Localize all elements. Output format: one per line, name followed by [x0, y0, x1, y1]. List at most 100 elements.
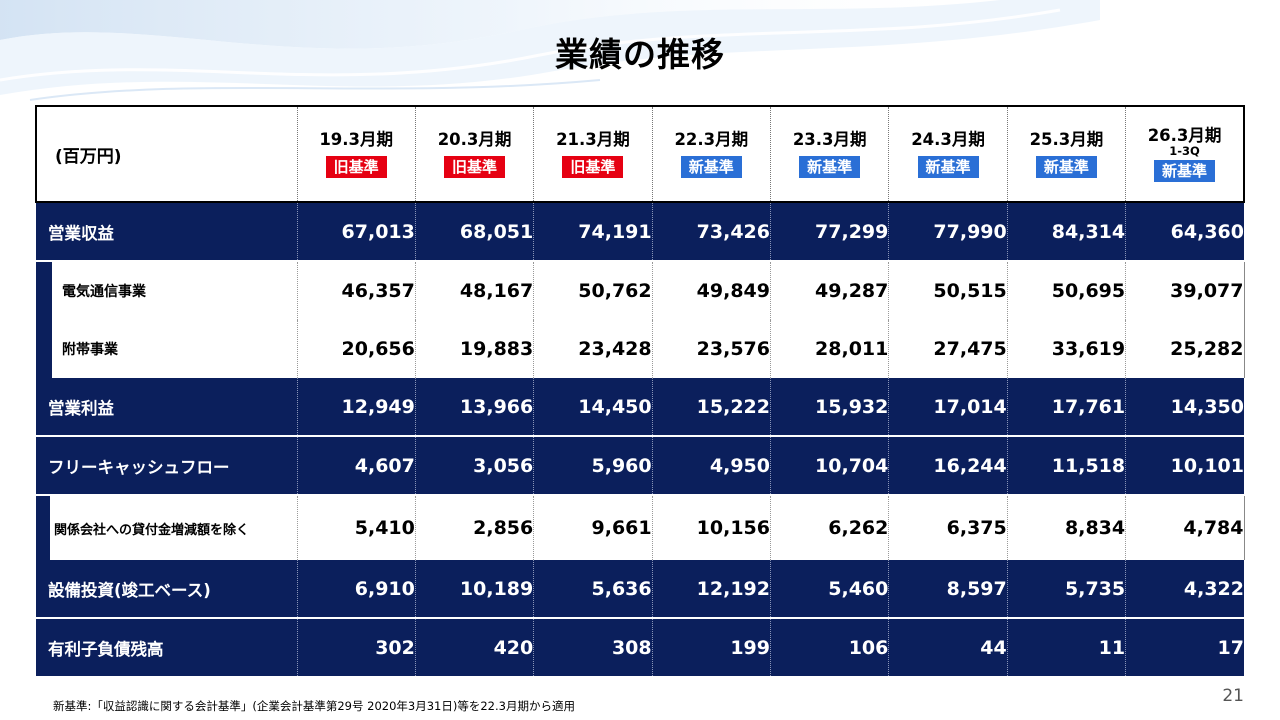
value-cell: 23,428	[533, 320, 653, 378]
value-cell: 13,966	[414, 378, 534, 437]
value-cell: 12,949	[296, 378, 416, 437]
value-cell: 73,426	[651, 202, 771, 262]
value-cell: 5,410	[296, 495, 416, 560]
value-cell: 68,051	[414, 202, 534, 262]
period-label: 22.3月期	[674, 130, 749, 149]
value-cell: 8,834	[1006, 495, 1126, 560]
value-cell: 4,784	[1125, 495, 1245, 560]
value-cell: 6,262	[769, 495, 889, 560]
value-cell: 5,460	[769, 560, 889, 619]
value-cell: 17,014	[888, 378, 1008, 437]
table-row: 設備投資(竣工ベース) 6,910 10,189 5,636 12,192 5,460 8,…	[36, 560, 1244, 619]
value-cell: 50,695	[1006, 261, 1126, 320]
value-cell: 67,013	[296, 202, 416, 262]
column-header: 19.3月期 旧基準	[296, 105, 416, 203]
row-label-cell: 営業収益	[36, 202, 297, 262]
period-sub-label: 1-3Q	[1169, 144, 1200, 158]
value-cell: 14,450	[533, 378, 653, 437]
table-row: 附帯事業 20,656 19,883 23,428 23,576 28,011 27,475…	[36, 320, 1245, 378]
table-row: 関係会社への貸付金増減額を除く 5,410 2,856 9,661 10,156 6,26…	[36, 495, 1245, 560]
value-cell: 4,322	[1125, 560, 1244, 619]
value-cell: 39,077	[1125, 261, 1245, 320]
value-cell: 50,515	[888, 261, 1008, 320]
value-cell: 4,950	[651, 436, 771, 496]
row-label: 設備投資(竣工ベース)	[48, 580, 211, 600]
value-cell: 77,990	[888, 202, 1008, 262]
table-header-row: (百万円) 19.3月期 旧基準 20.3月期 旧基準 21.3月期 旧基準 22.3月期新…	[35, 105, 1246, 203]
value-cell: 3,056	[414, 436, 534, 496]
period-label: 24.3月期	[911, 130, 985, 149]
value-cell: 23,576	[651, 320, 771, 378]
standard-badge: 旧基準	[325, 156, 387, 178]
value-cell: 20,656	[296, 320, 416, 378]
value-cell: 84,314	[1006, 202, 1126, 262]
standard-badge: 新基準	[680, 156, 742, 178]
period-label: 20.3月期	[437, 130, 512, 149]
value-cell: 14,350	[1125, 378, 1244, 437]
unit-label: (百万円)	[35, 105, 297, 203]
value-cell: 17	[1125, 618, 1244, 678]
value-cell: 77,299	[769, 202, 889, 262]
value-cell: 308	[533, 618, 653, 678]
indent-bar	[36, 320, 52, 378]
column-header: 26.3月期 1-3Q 新基準	[1125, 105, 1246, 203]
period-label: 19.3月期	[319, 130, 394, 149]
row-label-cell: 附帯事業	[36, 320, 297, 378]
row-label-cell: フリーキャッシュフロー	[36, 436, 297, 496]
standard-badge: 新基準	[1154, 160, 1216, 182]
value-cell: 28,011	[769, 320, 889, 378]
standard-badge: 新基準	[799, 156, 861, 178]
value-cell: 6,375	[888, 495, 1008, 560]
value-cell: 49,849	[651, 261, 771, 320]
value-cell: 17,761	[1006, 378, 1126, 437]
value-cell: 50,762	[533, 261, 653, 320]
period-label: 21.3月期	[556, 130, 630, 149]
value-cell: 44	[888, 618, 1008, 678]
column-header: 24.3月期 新基準	[888, 105, 1008, 203]
row-label: 営業利益	[48, 398, 114, 418]
footnote: 新基準:「収益認識に関する会計基準」(企業会計基準第29号 2020年3月31日…	[53, 699, 575, 713]
column-header: 20.3月期 旧基準	[414, 105, 534, 203]
table-row: 電気通信事業 46,357 48,167 50,762 49,849 49,287 50,5…	[36, 261, 1245, 320]
period-label: 26.3月期	[1147, 126, 1222, 145]
standard-badge: 旧基準	[562, 156, 624, 178]
value-cell: 10,101	[1125, 436, 1244, 496]
column-header: 25.3月期 新基準	[1006, 105, 1126, 203]
value-cell: 8,597	[888, 560, 1008, 619]
table-row: 有利子負債残高 302 420 308 199 106 44 11 17	[36, 618, 1244, 678]
row-label: 営業収益	[48, 223, 114, 243]
standard-badge: 新基準	[1035, 156, 1097, 178]
value-cell: 46,357	[296, 261, 416, 320]
row-label-cell: 電気通信事業	[36, 261, 297, 320]
value-cell: 15,932	[769, 378, 889, 437]
value-cell: 5,636	[533, 560, 653, 619]
value-cell: 10,704	[769, 436, 889, 496]
value-cell: 48,167	[414, 261, 534, 320]
value-cell: 11	[1006, 618, 1126, 678]
indent-bar	[36, 262, 52, 320]
column-header: 21.3月期 旧基準	[533, 105, 653, 203]
value-cell: 27,475	[888, 320, 1008, 378]
row-label: 附帯事業	[62, 342, 118, 358]
value-cell: 2,856	[414, 495, 534, 560]
value-cell: 6,910	[296, 560, 416, 619]
column-header: 23.3月期 新基準	[769, 105, 889, 203]
indent-bar	[36, 496, 50, 560]
value-cell: 9,661	[533, 495, 653, 560]
value-cell: 302	[296, 618, 416, 678]
page-title: 業績の推移	[555, 35, 725, 74]
value-cell: 49,287	[769, 261, 889, 320]
column-header: 22.3月期 新基準	[651, 105, 771, 203]
row-label-cell: 設備投資(竣工ベース)	[36, 560, 297, 619]
period-label: 25.3月期	[1029, 130, 1104, 149]
performance-table: (百万円) 19.3月期 旧基準 20.3月期 旧基準 21.3月期 旧基準 22.3月期新…	[35, 105, 1246, 678]
value-cell: 33,619	[1006, 320, 1126, 378]
value-cell: 4,607	[296, 436, 416, 496]
value-cell: 16,244	[888, 436, 1008, 496]
value-cell: 420	[414, 618, 534, 678]
row-label-cell: 有利子負債残高	[36, 618, 297, 678]
row-label: 関係会社への貸付金増減額を除く	[54, 522, 250, 538]
value-cell: 199	[651, 618, 771, 678]
table-row: フリーキャッシュフロー 4,607 3,056 5,960 4,950 10,704 16,…	[36, 436, 1244, 496]
row-label: 有利子負債残高	[48, 639, 164, 659]
